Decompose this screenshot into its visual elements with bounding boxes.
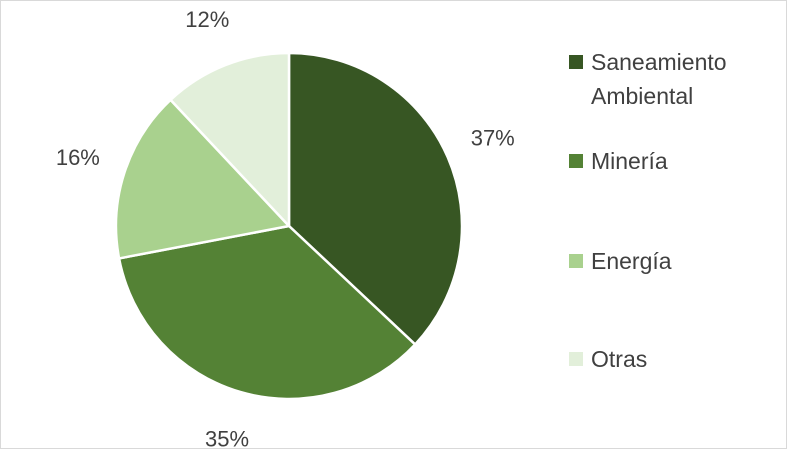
legend-label: Saneamiento Ambiental bbox=[591, 49, 727, 109]
data-label-mineria: 35% bbox=[205, 427, 249, 450]
legend-item-saneamiento: Saneamiento Ambiental bbox=[569, 45, 761, 113]
legend-swatch bbox=[569, 154, 583, 168]
slice-otras bbox=[169, 51, 291, 228]
slice-saneamiento bbox=[287, 51, 464, 346]
legend-item-mineria: Minería bbox=[569, 144, 761, 178]
slice-mineria bbox=[117, 224, 417, 401]
legend-swatch bbox=[569, 55, 583, 69]
data-label-energia: 16% bbox=[56, 145, 100, 170]
slice-energia bbox=[114, 98, 291, 260]
legend-swatch bbox=[569, 254, 583, 268]
data-label-saneamiento: 37% bbox=[471, 125, 515, 150]
data-label-otras: 12% bbox=[185, 7, 229, 32]
legend-label: Energía bbox=[591, 248, 672, 274]
legend-label: Otras bbox=[591, 346, 648, 372]
legend-label: Minería bbox=[591, 148, 668, 174]
legend-item-energia: Energía bbox=[569, 244, 761, 278]
legend-swatch bbox=[569, 352, 583, 366]
legend-item-otras: Otras bbox=[569, 342, 761, 376]
